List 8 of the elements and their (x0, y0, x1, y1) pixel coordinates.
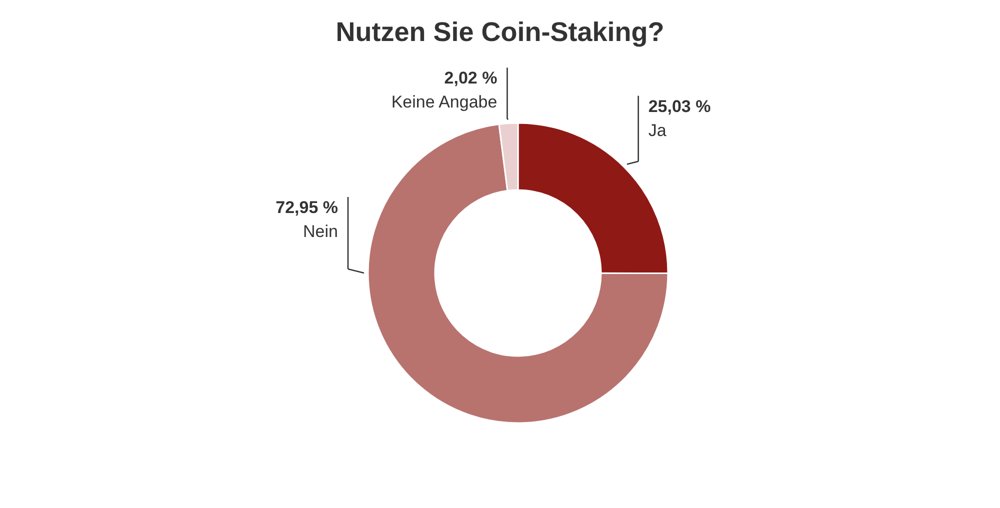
slice-label: Nein (303, 222, 338, 241)
slice-label: Keine Angabe (391, 92, 498, 112)
chart-title: Nutzen Sie Coin-Staking? (336, 17, 664, 47)
data-label: 72,95 % (276, 198, 338, 217)
donut-slice (367, 123, 669, 424)
data-label: 25,03 % (648, 96, 711, 116)
data-label: 2,02 % (444, 68, 498, 88)
slice-label: Ja (648, 120, 667, 140)
